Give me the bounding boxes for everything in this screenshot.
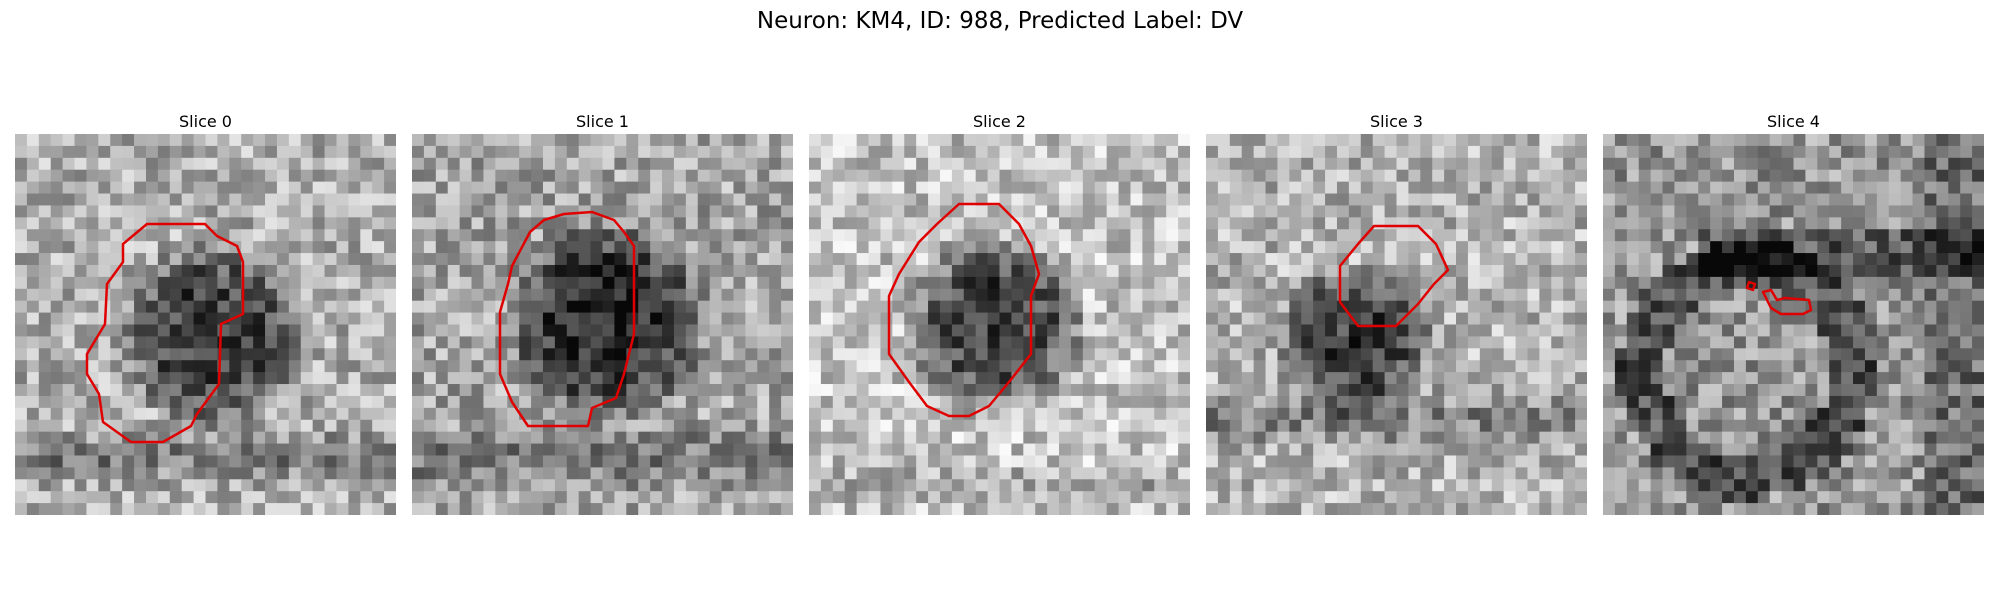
segmentation-contour [1745, 280, 1757, 292]
slice-panel-0: Slice 0 [15, 110, 396, 515]
slice-panel-3: Slice 3 [1206, 110, 1587, 515]
segmentation-contour [85, 222, 245, 444]
figure-title: Neuron: KM4, ID: 988, Predicted Label: D… [756, 8, 1244, 34]
slice-title: Slice 4 [1767, 112, 1820, 131]
pixel-grid [412, 134, 793, 515]
slice-image [15, 134, 396, 515]
pixel-grid [1206, 134, 1587, 515]
pixel-grid [15, 134, 396, 515]
slice-image [1603, 134, 1984, 515]
slice-panel-4: Slice 4 [1603, 110, 1984, 515]
segmentation-contour [498, 210, 636, 428]
slice-image [809, 134, 1190, 515]
pixel-grid [809, 134, 1190, 515]
segmentation-contour [1761, 288, 1813, 316]
slice-title: Slice 2 [973, 112, 1026, 131]
slice-image [1206, 134, 1587, 515]
segmentation-contour [1338, 224, 1450, 328]
slice-panel-1: Slice 1 [412, 110, 793, 515]
slice-title: Slice 0 [179, 112, 232, 131]
slice-panel-2: Slice 2 [809, 110, 1190, 515]
slice-image [412, 134, 793, 515]
pixel-grid [1603, 134, 1984, 515]
slice-title: Slice 3 [1370, 112, 1423, 131]
slice-title: Slice 1 [576, 112, 629, 131]
segmentation-contour [887, 202, 1041, 418]
